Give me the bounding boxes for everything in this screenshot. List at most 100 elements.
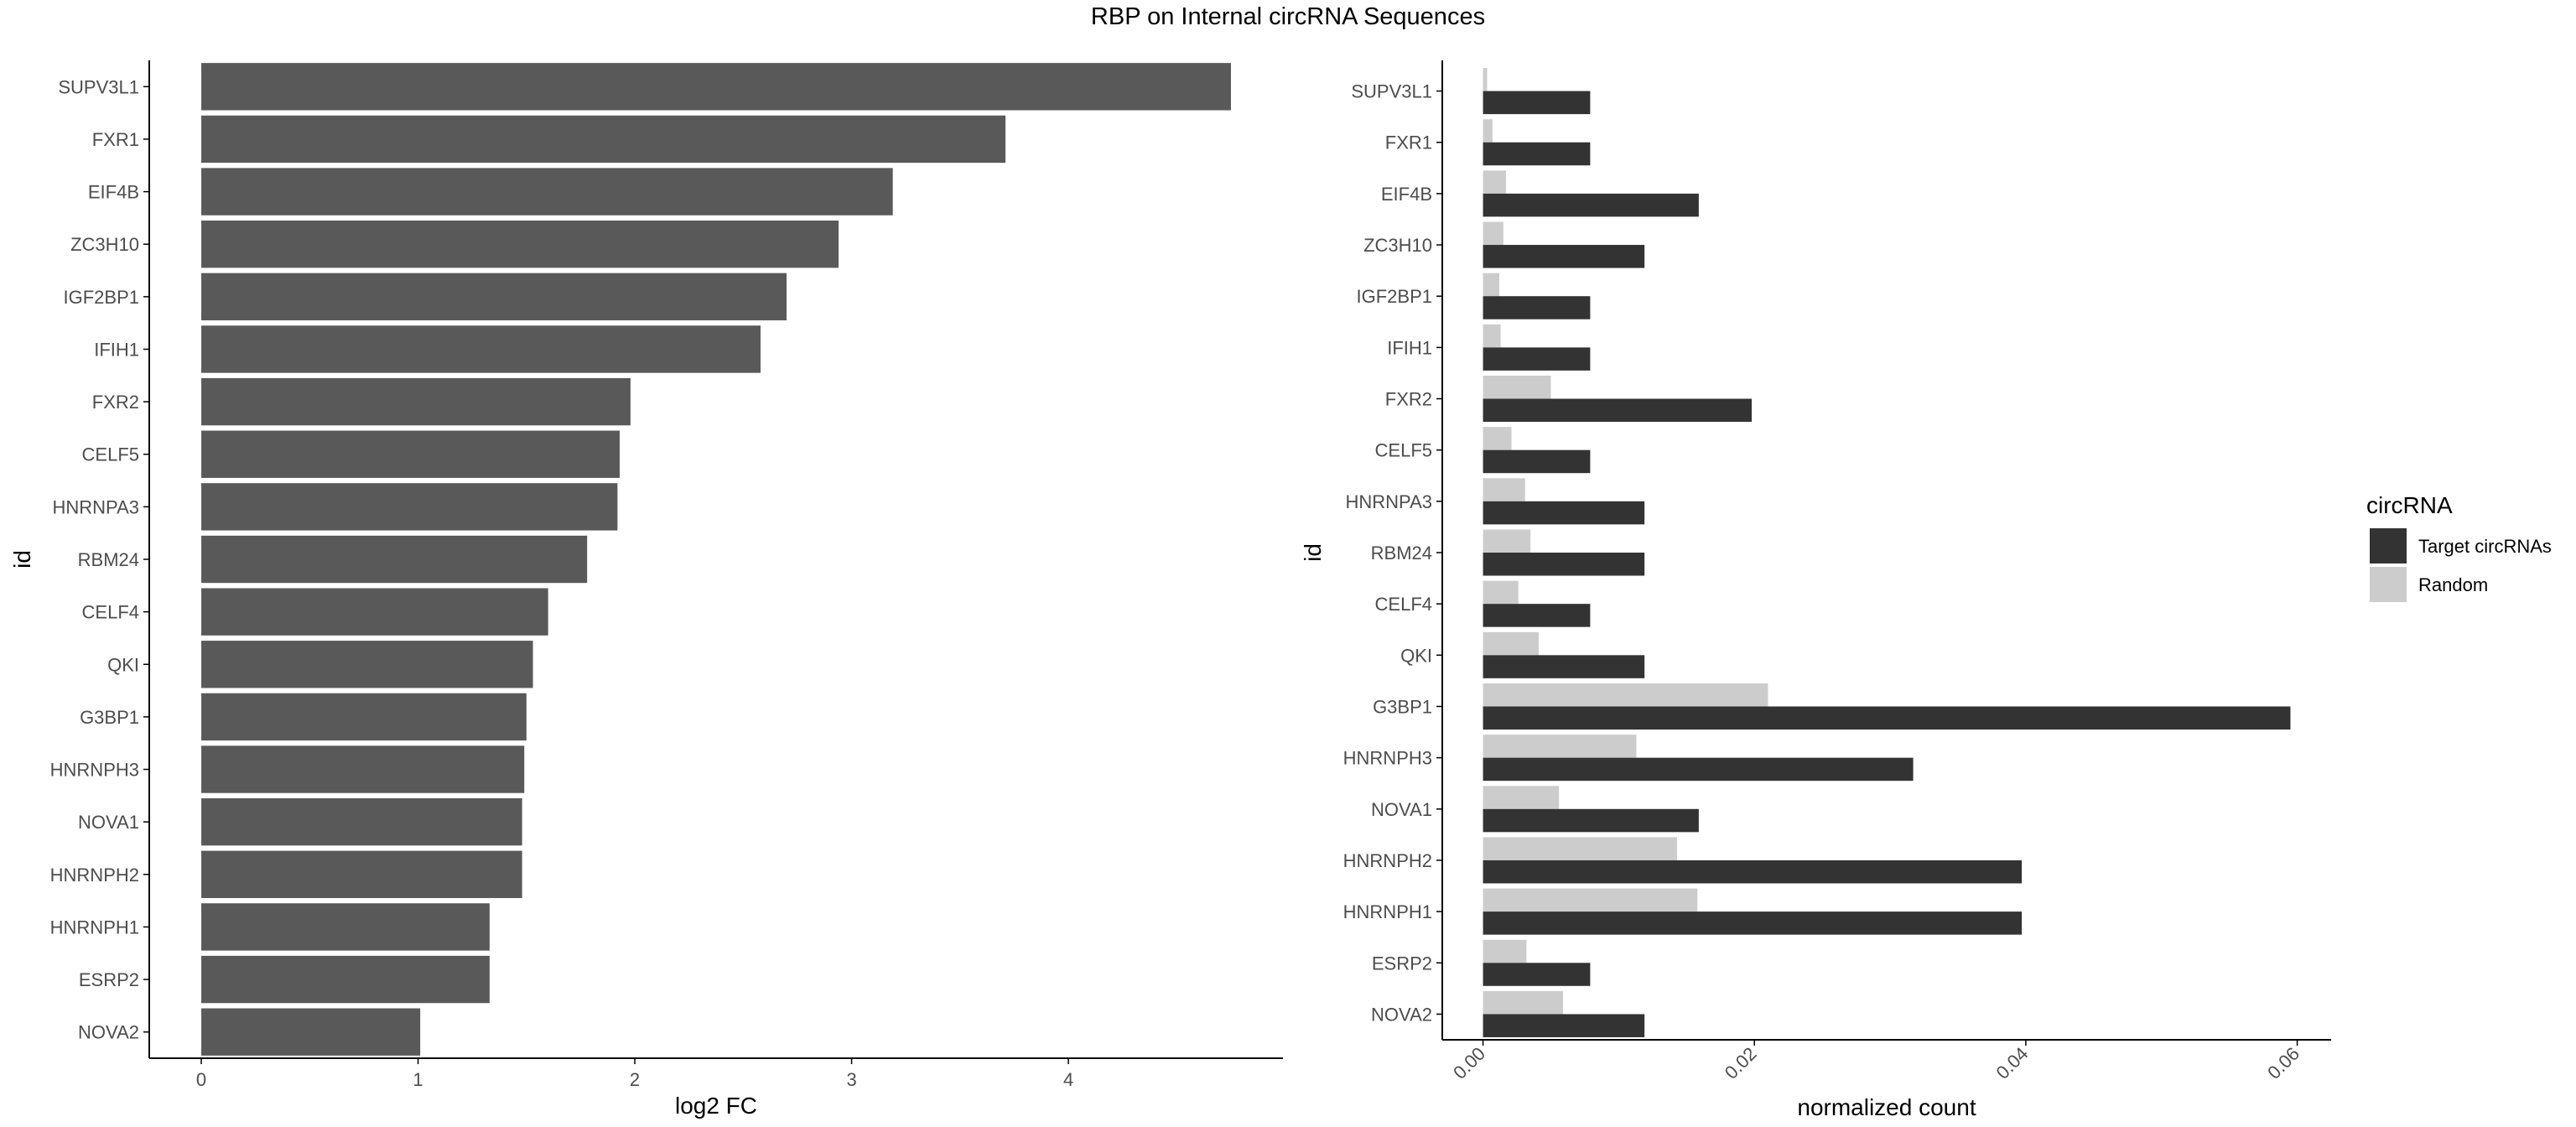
right-panel: SUPV3L1 FXR1 EIF4B ZC3H10 IGF2BP1 IFIH1 FXR2 CE… — [1300, 60, 2331, 1120]
legend: circRNA Target circRNAs Random — [2366, 492, 2552, 602]
bar-igf2bp1 — [201, 273, 787, 321]
target-bar-celf5 — [1483, 449, 1591, 474]
y-tick-label: HNRNPH2 — [50, 865, 139, 886]
page-title: RBP on Internal circRNA Sequences — [1090, 3, 1486, 30]
bar-hnrnpa3 — [201, 483, 618, 531]
random-bar-igf2bp1 — [1483, 273, 1499, 297]
target-bar-fxr2 — [1483, 398, 1752, 423]
bar-eif4b — [201, 168, 893, 216]
legend-title: circRNA — [2366, 492, 2453, 518]
x-tick-label: 4 — [1063, 1069, 1073, 1090]
random-bar-zc3h10 — [1483, 221, 1504, 246]
bar-hnrnph2 — [201, 850, 522, 898]
y-tick-label: ZC3H10 — [1363, 235, 1432, 256]
random-bar-fxr1 — [1483, 119, 1493, 143]
target-bar-zc3h10 — [1483, 245, 1645, 268]
bar-hnrnph3 — [201, 745, 525, 793]
x-tick-label: 0.02 — [1721, 1043, 1761, 1083]
y-tick-label: SUPV3L1 — [1351, 81, 1432, 102]
y-tick-label: QKI — [107, 654, 139, 675]
x-tick-label: 1 — [413, 1069, 423, 1090]
target-bar-g3bp1 — [1483, 706, 2291, 730]
target-bar-hnrnpa3 — [1483, 501, 1645, 525]
random-bar-nova1 — [1483, 786, 1560, 809]
target-bar-nova2 — [1483, 1014, 1645, 1037]
bar-nova2 — [201, 1008, 421, 1056]
target-bar-igf2bp1 — [1483, 296, 1591, 319]
y-tick-label: HNRNPA3 — [1345, 491, 1432, 512]
y-tick-label: QKI — [1400, 645, 1432, 666]
target-bar-hnrnph3 — [1483, 757, 1914, 782]
random-bar-celf4 — [1483, 580, 1519, 605]
random-bar-rbm24 — [1483, 529, 1531, 553]
random-bar-celf5 — [1483, 427, 1512, 450]
x-tick-label: 0.00 — [1449, 1043, 1489, 1083]
left-panel: SUPV3L1 FXR1 EIF4B ZC3H10 IGF2BP1 IFIH1 FXR2 CE… — [9, 60, 1283, 1119]
y-tick-label: NOVA1 — [1371, 799, 1432, 820]
random-bar-supv3l1 — [1483, 68, 1488, 91]
y-tick-label: IGF2BP1 — [64, 287, 139, 308]
y-tick-label: CELF5 — [1375, 440, 1432, 461]
y-axis-title: id — [1300, 543, 1326, 562]
bar-zc3h10 — [201, 221, 839, 268]
target-bar-supv3l1 — [1483, 91, 1591, 115]
random-bar-hnrnph1 — [1483, 888, 1698, 912]
bar-celf4 — [201, 588, 548, 636]
bar-rbm24 — [201, 535, 588, 584]
target-bar-ifih1 — [1483, 347, 1591, 371]
y-tick-label: NOVA2 — [1371, 1004, 1432, 1025]
y-tick-label: G3BP1 — [1373, 696, 1432, 717]
x-tick-label: 2 — [630, 1069, 640, 1090]
target-bar-celf4 — [1483, 604, 1591, 627]
target-bar-esrp2 — [1483, 963, 1591, 986]
x-tick-label: 3 — [846, 1069, 856, 1090]
x-axis-title: normalized count — [1797, 1094, 1976, 1120]
y-tick-label: RBM24 — [1371, 543, 1432, 564]
target-bar-hnrnph1 — [1483, 911, 2023, 935]
y-tick-label: HNRNPH3 — [50, 760, 139, 781]
bar-ifih1 — [201, 325, 761, 373]
y-tick-label: CELF4 — [1375, 594, 1432, 615]
y-tick-label: NOVA1 — [78, 812, 139, 833]
y-tick-label: IFIH1 — [94, 339, 139, 360]
x-axis-title: log2 FC — [675, 1093, 757, 1119]
bar-fxr2 — [201, 377, 631, 426]
y-tick-label: CELF5 — [82, 444, 139, 465]
target-bar-fxr1 — [1483, 142, 1591, 166]
bar-celf5 — [201, 430, 620, 478]
y-tick-label: FXR1 — [1385, 132, 1432, 153]
target-bar-rbm24 — [1483, 553, 1645, 576]
y-tick-label: G3BP1 — [80, 707, 139, 728]
y-tick-label: EIF4B — [1381, 184, 1432, 205]
random-bar-ifih1 — [1483, 324, 1501, 348]
legend-key-target-circrnas — [2370, 528, 2407, 564]
y-tick-label: ESRP2 — [1372, 953, 1432, 974]
legend-label-target-circrnas: Target circRNAs — [2418, 536, 2552, 557]
bar-qki — [201, 641, 533, 688]
bar-supv3l1 — [201, 63, 1231, 111]
y-tick-label: ZC3H10 — [70, 234, 139, 255]
y-tick-label: FXR2 — [92, 392, 139, 413]
random-bar-nova2 — [1483, 990, 1564, 1015]
random-bar-esrp2 — [1483, 939, 1527, 963]
y-tick-label: RBM24 — [78, 549, 139, 570]
y-tick-label: HNRNPH1 — [1343, 901, 1432, 922]
y-tick-label: EIF4B — [88, 182, 139, 203]
y-tick-label: FXR2 — [1385, 389, 1432, 410]
random-bar-fxr2 — [1483, 376, 1551, 399]
random-bar-eif4b — [1483, 170, 1507, 194]
y-axis-title: id — [9, 550, 35, 569]
y-tick-label: NOVA2 — [78, 1022, 139, 1043]
target-bar-nova1 — [1483, 808, 1699, 833]
y-tick-label: FXR1 — [92, 129, 139, 150]
random-bar-g3bp1 — [1483, 683, 1768, 707]
bar-g3bp1 — [201, 693, 527, 741]
y-tick-label: ESRP2 — [79, 969, 139, 990]
random-bar-qki — [1483, 631, 1539, 656]
y-tick-label: CELF4 — [82, 602, 139, 623]
bar-nova1 — [201, 797, 522, 846]
x-tick-label: 0.04 — [1992, 1043, 2032, 1083]
random-bar-hnrnpa3 — [1483, 478, 1525, 501]
